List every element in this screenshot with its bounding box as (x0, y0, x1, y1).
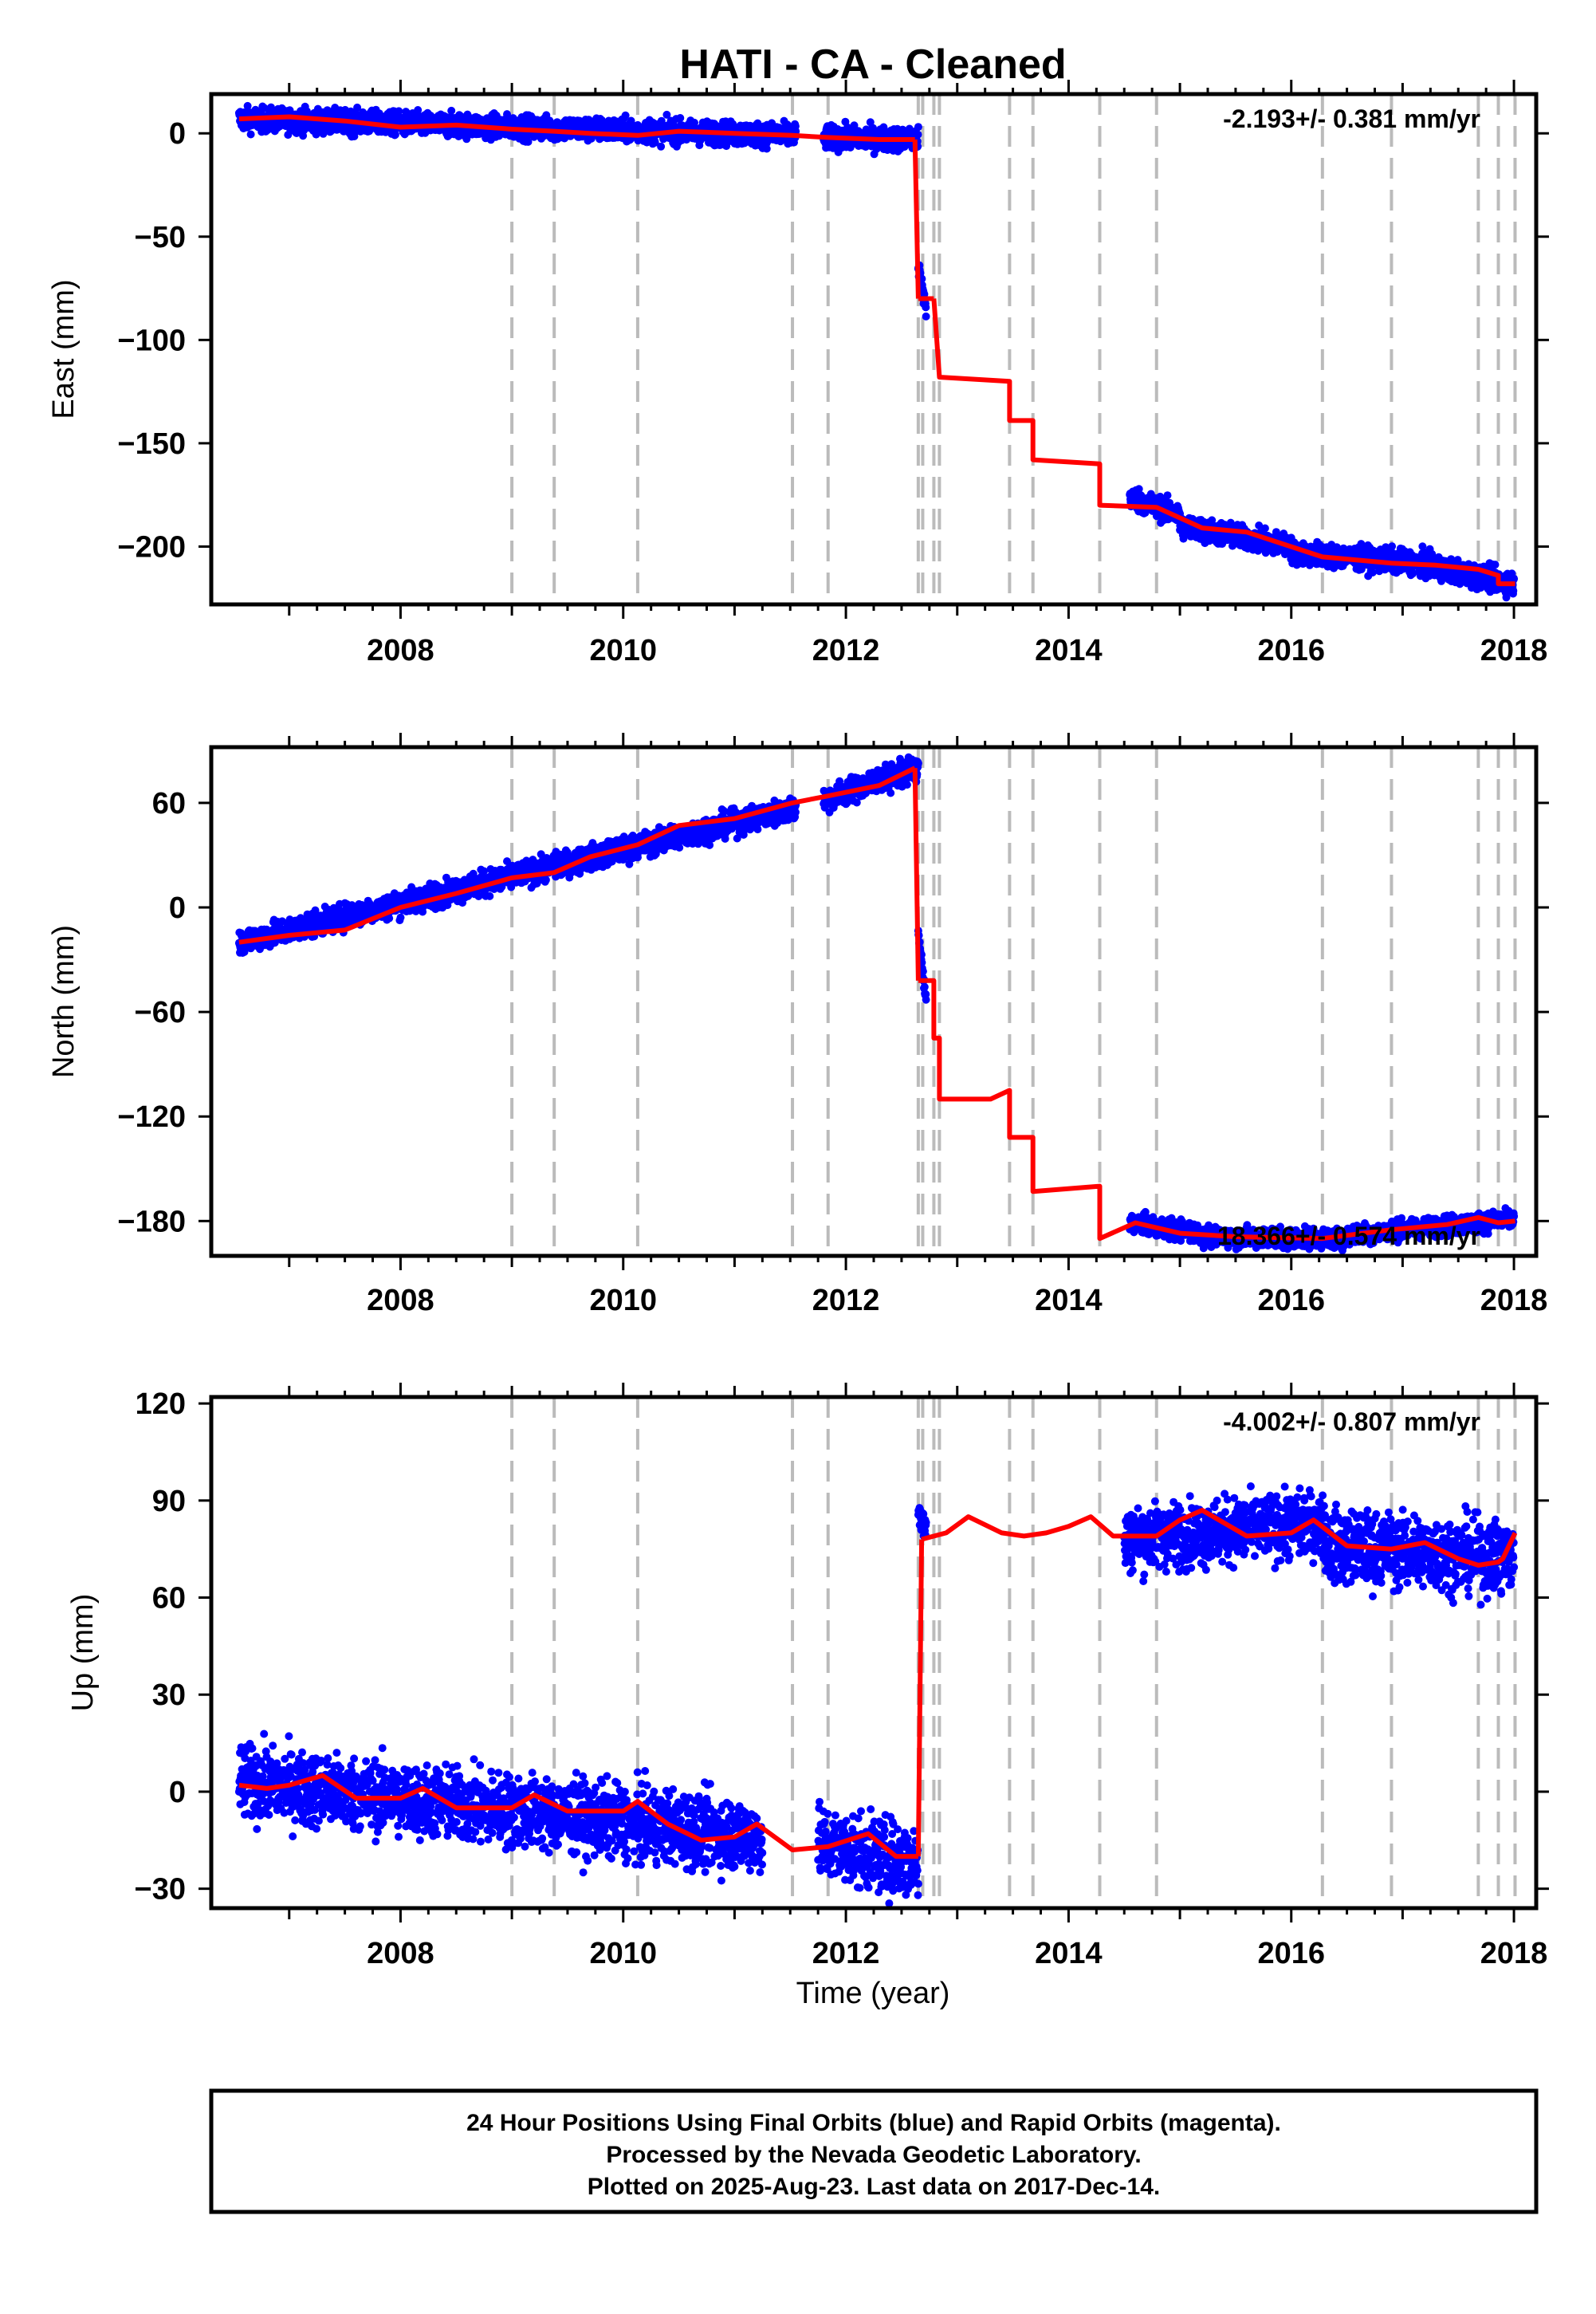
x-tick-label: 2018 (1480, 634, 1548, 667)
data-point (541, 876, 550, 884)
data-point (396, 913, 405, 922)
north-panel: 2008 2010 2012 2014 2016 2018600−60−120−180No… (47, 733, 1549, 1317)
data-point (353, 103, 362, 112)
x-tick-label: 2010 (589, 634, 657, 667)
y-axis-label: East (mm) (47, 279, 81, 419)
rate-label: -2.193+/- 0.381 mm/yr (1223, 104, 1480, 133)
data-point (657, 142, 666, 151)
data-point (1260, 524, 1269, 533)
data-points (234, 753, 1519, 1255)
x-tick-label: 2012 (812, 634, 880, 667)
x-tick-label: 2016 (1257, 634, 1325, 667)
data-point (246, 130, 255, 139)
data-point (914, 123, 922, 132)
y-tick-label: −200 (117, 530, 186, 564)
data-points (234, 101, 1519, 602)
data-point (914, 130, 922, 139)
data-point (1509, 586, 1518, 595)
data-point (922, 312, 930, 321)
y-tick-label: −50 (135, 221, 186, 254)
data-point (676, 114, 685, 122)
data-point (243, 101, 252, 110)
data-point (447, 106, 456, 115)
plot-frame (209, 92, 1539, 607)
data-point (485, 891, 494, 900)
y-tick-label: −150 (117, 427, 186, 461)
data-point (1163, 491, 1172, 500)
data-point (1491, 561, 1500, 569)
y-tick-label: −100 (117, 324, 186, 357)
x-tick-label: 2008 (367, 634, 434, 667)
x-tick-label: 2014 (1035, 634, 1103, 667)
data-point (922, 303, 930, 312)
y-tick-label: 0 (169, 117, 186, 151)
figure-title: HATI - CA - Cleaned (679, 41, 1066, 88)
data-point (762, 144, 771, 153)
model-line (912, 139, 921, 299)
east-panel: 2008 2010 2012 2014 2016 2018 0 −50 −100 −150 −200… (47, 80, 1549, 667)
